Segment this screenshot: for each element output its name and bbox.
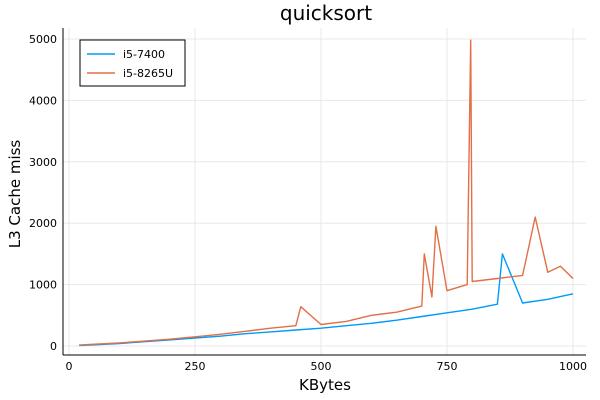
x-tick-label: 0: [66, 360, 73, 373]
y-tick-label: 5000: [29, 33, 57, 46]
legend-box: [79, 39, 186, 87]
x-tick-label: 500: [311, 360, 332, 373]
y-tick-label: 2000: [29, 217, 57, 230]
legend-label-i5-8265U: i5-8265U: [123, 67, 173, 80]
y-tick-label: 1000: [29, 279, 57, 292]
series-line-i5-8265U: [79, 39, 574, 346]
series-line-i5-7400: [79, 253, 574, 347]
chart-title: quicksort: [280, 1, 372, 25]
x-tick-label: 750: [437, 360, 458, 373]
axis-ticks: 0 250 500 750 1000 0 1000 2000 3000 4000 5000: [29, 33, 587, 373]
y-axis-label: L3 Cache miss: [6, 140, 24, 249]
plot-series: [79, 39, 574, 347]
x-axis-label: KBytes: [299, 376, 351, 394]
y-tick-label: 4000: [29, 94, 57, 107]
x-tick-label: 1000: [559, 360, 587, 373]
legend: i5-7400 i5-8265U: [79, 39, 186, 87]
legend-label-i5-7400: i5-7400: [123, 48, 165, 61]
y-tick-label: 0: [50, 340, 57, 353]
y-tick-label: 3000: [29, 156, 57, 169]
x-tick-label: 250: [185, 360, 206, 373]
grid-lines: [63, 28, 586, 355]
